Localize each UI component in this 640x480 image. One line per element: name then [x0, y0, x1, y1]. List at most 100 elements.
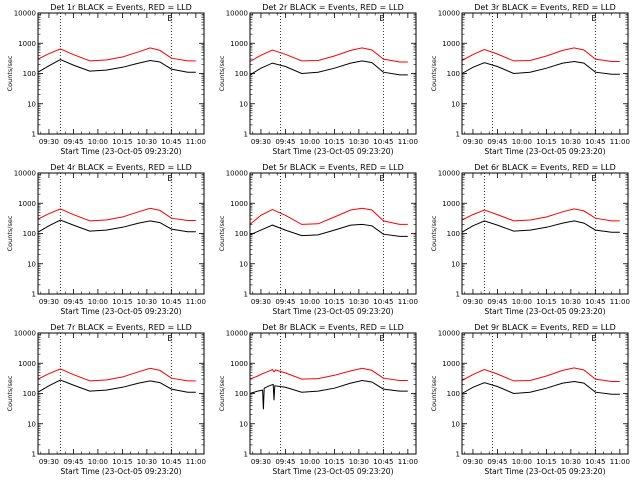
- panel-1: Det 1r BLACK = Events, RED = LLD E 1 10 100 1…: [6, 3, 206, 156]
- lld-series-line: [249, 367, 408, 381]
- y-tick-label: 1000: [442, 360, 460, 368]
- x-tick-label: 10:00: [512, 298, 532, 306]
- events-series-line: [37, 219, 196, 233]
- y-axis-label: Counts/sec: [218, 215, 226, 251]
- x-tick-label: 09:30: [39, 298, 59, 306]
- x-tick-label: 10:30: [137, 138, 157, 146]
- x-tick-label: 10:30: [137, 298, 157, 306]
- x-tick-label: 10:00: [512, 458, 532, 466]
- y-tick-label: 10000: [438, 170, 460, 178]
- panel-marker-label: E: [167, 14, 172, 23]
- y-tick-label: 1: [456, 131, 460, 139]
- panel-4: Det 4r BLACK = Events, RED = LLD E 1 10 100 1…: [6, 163, 206, 316]
- x-tick-label: 10:45: [585, 458, 605, 466]
- y-tick-label: 1: [244, 131, 248, 139]
- y-tick-label: 1000: [442, 40, 460, 48]
- x-tick-label: 10:00: [300, 458, 320, 466]
- x-tick-label: 10:00: [88, 458, 108, 466]
- x-axis-label: Start Time (23-Oct-05 09:23:20): [272, 147, 393, 156]
- x-axis-label: Start Time (23-Oct-05 09:23:20): [272, 307, 393, 316]
- x-tick-label: 09:45: [487, 298, 507, 306]
- x-tick-label: 10:15: [536, 458, 556, 466]
- panel-9: Det 9r BLACK = Events, RED = LLD E 1 10 100 1…: [430, 323, 630, 476]
- panel-title: Det 2r BLACK = Events, RED = LLD: [262, 3, 404, 12]
- x-tick-label: 10:00: [88, 138, 108, 146]
- panel-6: Det 6r BLACK = Events, RED = LLD E 1 10 100 1…: [430, 163, 630, 316]
- plot-frame: [249, 332, 417, 455]
- y-axis-label: Counts/sec: [430, 215, 438, 251]
- y-tick-label: 10000: [226, 170, 248, 178]
- y-tick-label: 100: [447, 230, 460, 238]
- y-tick-label: 10000: [14, 170, 36, 178]
- panel-title: Det 4r BLACK = Events, RED = LLD: [50, 163, 192, 172]
- x-tick-label: 09:45: [487, 458, 507, 466]
- x-tick-label: 10:15: [112, 138, 132, 146]
- panel-marker-label: E: [379, 14, 384, 23]
- y-tick-label: 1: [244, 451, 248, 459]
- panel-title: Det 9r BLACK = Events, RED = LLD: [474, 323, 616, 332]
- y-tick-label: 10000: [14, 330, 36, 338]
- y-tick-label: 100: [447, 390, 460, 398]
- y-tick-label: 10000: [438, 10, 460, 18]
- x-tick-label: 09:30: [251, 298, 271, 306]
- lld-series-line: [37, 47, 196, 62]
- x-tick-label: 10:15: [324, 138, 344, 146]
- y-tick-label: 10000: [226, 330, 248, 338]
- x-tick-label: 10:30: [561, 138, 581, 146]
- panel-marker-label: E: [591, 14, 596, 23]
- y-tick-label: 1: [32, 291, 36, 299]
- x-tick-label: 11:00: [398, 138, 418, 146]
- y-tick-label: 10: [27, 260, 36, 268]
- x-tick-label: 10:30: [561, 298, 581, 306]
- x-tick-label: 10:45: [585, 138, 605, 146]
- x-tick-label: 11:00: [398, 458, 418, 466]
- y-axis-label: Counts/sec: [430, 375, 438, 411]
- y-tick-label: 1: [32, 451, 36, 459]
- panel-3: Det 3r BLACK = Events, RED = LLD E 1 10 100 1…: [430, 3, 630, 156]
- x-tick-label: 10:00: [300, 138, 320, 146]
- x-tick-label: 09:30: [463, 138, 483, 146]
- y-tick-label: 10: [451, 100, 460, 108]
- y-tick-label: 100: [235, 70, 248, 78]
- events-series-line: [461, 380, 620, 395]
- x-tick-label: 10:45: [373, 298, 393, 306]
- panel-title: Det 7r BLACK = Events, RED = LLD: [50, 323, 192, 332]
- panel-title: Det 1r BLACK = Events, RED = LLD: [50, 3, 192, 12]
- x-tick-label: 11:00: [186, 138, 206, 146]
- panel-8: Det 8r BLACK = Events, RED = LLD E 1 10 100 1…: [218, 323, 418, 476]
- panel-2: Det 2r BLACK = Events, RED = LLD E 1 10 100 1…: [218, 3, 418, 156]
- panel-title: Det 3r BLACK = Events, RED = LLD: [474, 3, 616, 12]
- x-tick-label: 10:15: [324, 458, 344, 466]
- events-series-line: [249, 60, 408, 76]
- panel-title: Det 6r BLACK = Events, RED = LLD: [474, 163, 616, 172]
- lld-series-line: [249, 47, 408, 63]
- x-tick-label: 09:30: [39, 138, 59, 146]
- x-tick-label: 10:45: [585, 298, 605, 306]
- x-tick-label: 10:30: [137, 458, 157, 466]
- y-tick-label: 1000: [230, 40, 248, 48]
- x-tick-label: 10:15: [112, 458, 132, 466]
- y-tick-label: 10000: [438, 330, 460, 338]
- x-tick-label: 10:00: [512, 138, 532, 146]
- y-axis-label: Counts/sec: [218, 375, 226, 411]
- x-tick-label: 10:30: [349, 458, 369, 466]
- events-series-line: [461, 60, 620, 75]
- panel-title: Det 8r BLACK = Events, RED = LLD: [262, 323, 404, 332]
- y-tick-label: 100: [23, 390, 36, 398]
- y-tick-label: 1000: [442, 200, 460, 208]
- x-tick-label: 11:00: [398, 298, 418, 306]
- panel-marker-label: E: [591, 334, 596, 343]
- y-tick-label: 1000: [230, 200, 248, 208]
- x-tick-label: 09:45: [63, 458, 83, 466]
- x-tick-label: 09:45: [275, 458, 295, 466]
- x-tick-label: 11:00: [186, 458, 206, 466]
- y-tick-label: 10: [27, 100, 36, 108]
- x-tick-label: 10:00: [88, 298, 108, 306]
- x-tick-label: 09:45: [63, 298, 83, 306]
- x-tick-label: 10:15: [112, 298, 132, 306]
- panel-marker-label: E: [379, 174, 384, 183]
- events-series-line: [249, 379, 408, 410]
- lld-series-line: [461, 47, 620, 62]
- plot-frame: [249, 172, 417, 295]
